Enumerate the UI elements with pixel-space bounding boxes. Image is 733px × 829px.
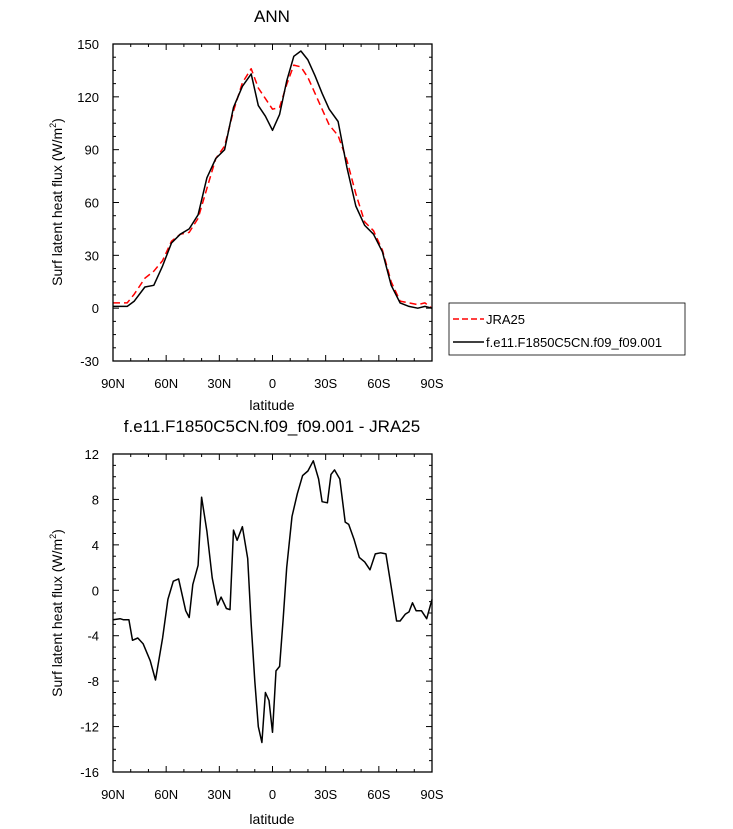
y-tick-label: 90	[85, 143, 99, 158]
x-tick-labels: 90N 60N 30N 0 30S 60S 90S	[101, 787, 444, 802]
series-line-f-e11-f1850c5cn-f09-f09-001	[113, 50, 433, 309]
y-tick-label: 0	[92, 301, 99, 316]
x-tick-label: 0	[269, 376, 276, 391]
series-line-jra25	[113, 64, 433, 309]
x-tick-label: 90S	[420, 787, 443, 802]
chart-title: f.e11.F1850C5CN.f09_f09.001 - JRA25	[124, 417, 420, 436]
x-axis-label: latitude	[249, 397, 294, 413]
x-tick-label: 60N	[154, 376, 178, 391]
x-tick-labels: 90N 60N 30N 0 30S 60S 90S	[101, 376, 444, 391]
y-tick-label: -12	[80, 720, 99, 735]
series-group	[112, 460, 433, 744]
y-tick-label: 120	[77, 90, 99, 105]
series-group	[113, 50, 433, 309]
y-tick-label: 150	[77, 37, 99, 52]
legend: JRA25 f.e11.F1850C5CN.f09_f09.001	[448, 302, 686, 356]
x-tick-label: 60S	[367, 787, 390, 802]
plot-frame	[112, 453, 433, 773]
series-line-difference	[112, 460, 433, 744]
y-tick-labels: -16 -12 -8 -4 0 4 8 12	[80, 447, 99, 780]
x-tick-label: 60S	[367, 376, 390, 391]
x-tick-label: 60N	[154, 787, 178, 802]
y-tick-label: -16	[80, 765, 99, 780]
x-tick-label: 90N	[101, 787, 125, 802]
x-axis-label: latitude	[249, 811, 294, 827]
y-tick-label: 0	[92, 583, 99, 598]
y-tick-label: -30	[80, 354, 99, 369]
legend-label-jra25: JRA25	[486, 312, 525, 327]
x-tick-label: 90S	[420, 376, 443, 391]
y-tick-labels: -30 0 30 60 90 120 150	[77, 37, 99, 369]
plot-frame	[112, 43, 433, 362]
x-tick-label: 90N	[101, 376, 125, 391]
x-tick-label: 0	[269, 787, 276, 802]
y-tick-label: -8	[87, 674, 99, 689]
x-tick-label: 30N	[207, 787, 231, 802]
chart-annual: ANN -30 0 30 60 90 120 150 90N 60N 30N 0 30S 60S 90S…	[48, 7, 444, 413]
x-tick-label: 30S	[314, 376, 337, 391]
tick-marks	[112, 43, 433, 362]
x-tick-label: 30S	[314, 787, 337, 802]
legend-label-model: f.e11.F1850C5CN.f09_f09.001	[486, 335, 662, 350]
y-tick-label: 30	[85, 248, 99, 263]
y-axis-label: Surf latent heat flux (W/m2)	[48, 529, 65, 697]
y-axis-label: Surf latent heat flux (W/m2)	[48, 118, 65, 286]
y-tick-label: 60	[85, 196, 99, 211]
legend-box	[448, 302, 686, 356]
x-tick-label: 30N	[207, 376, 231, 391]
y-tick-label: 4	[92, 538, 99, 553]
y-tick-label: 8	[92, 492, 99, 507]
y-tick-label: 12	[85, 447, 99, 462]
chart-difference: f.e11.F1850C5CN.f09_f09.001 - JRA25 -16-…	[48, 417, 444, 827]
chart-title: ANN	[254, 7, 290, 26]
y-tick-label: -4	[87, 629, 99, 644]
